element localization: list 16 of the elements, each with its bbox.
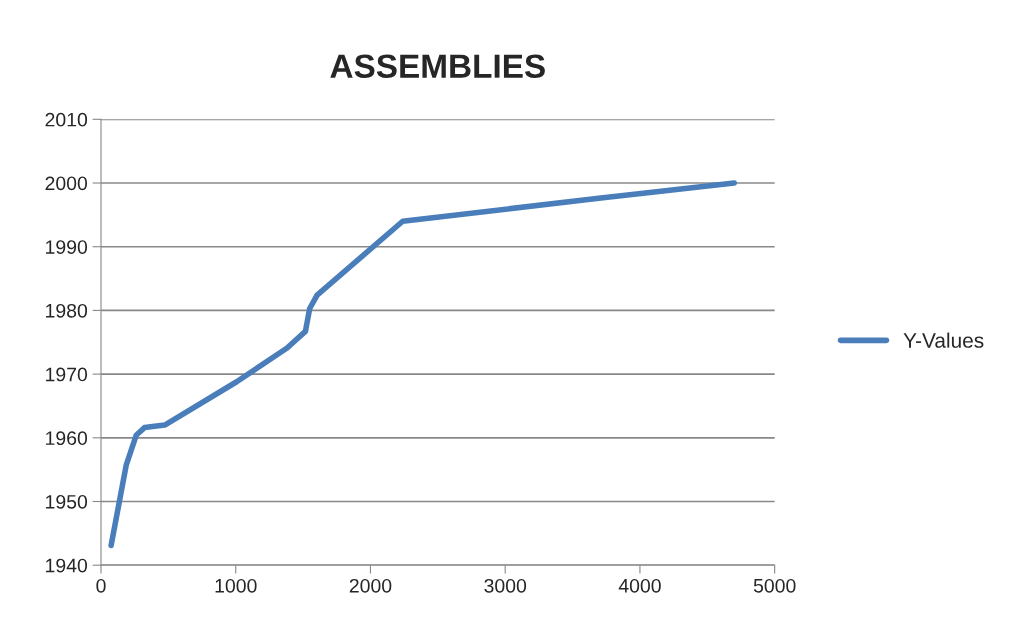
y-tick-label: 1980 xyxy=(46,303,88,318)
y-tick-label: 1970 xyxy=(46,367,88,382)
x-tick-label: 3000 xyxy=(484,578,527,593)
x-tick-label: 5000 xyxy=(753,578,796,593)
x-tick-label: 4000 xyxy=(618,578,661,593)
legend-label: Y-Values xyxy=(903,332,984,348)
x-tick-label: 0 xyxy=(96,578,106,593)
y-tick-label: 1960 xyxy=(46,431,88,446)
chart-title: ASSEMBLIES xyxy=(330,54,545,78)
y-tick-label: 1950 xyxy=(46,494,88,509)
y-tick-label: 2000 xyxy=(45,176,88,191)
y-tick-label: 1990 xyxy=(46,240,88,254)
y-tick-label: 2010 xyxy=(45,112,88,127)
x-tick-label: 1000 xyxy=(215,578,257,593)
y-tick-label: 1940 xyxy=(46,558,88,573)
x-tick-label: 2000 xyxy=(349,578,392,593)
